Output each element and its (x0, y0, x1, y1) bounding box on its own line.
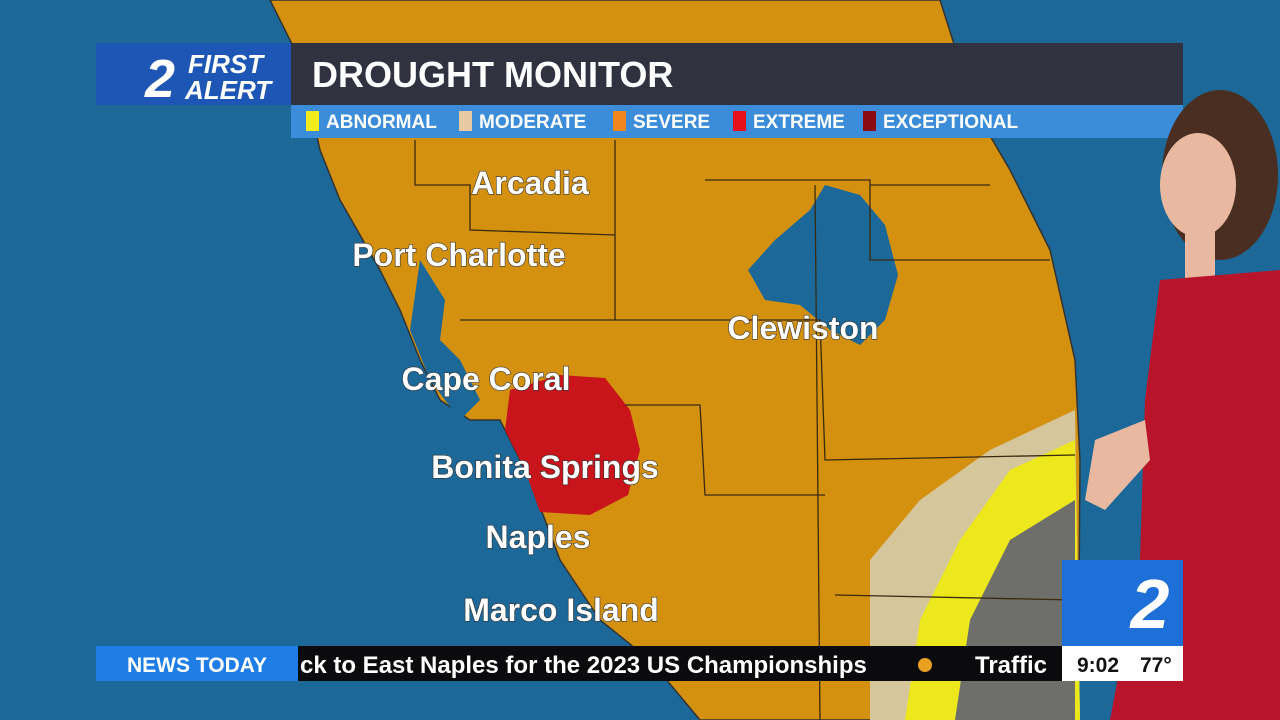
city-labels: Arcadia Port Charlotte Clewiston Cape Coral… (352, 164, 879, 628)
ticker-next: Traffic (975, 652, 1047, 679)
legend-swatch (459, 111, 472, 131)
ticker-headline: ck to East Naples for the 2023 US Champi… (300, 652, 867, 679)
logo-line: ALERT (184, 75, 273, 105)
city-label: Bonita Springs (431, 449, 659, 485)
county-lines (414, 140, 1076, 720)
station-logo-box (1062, 560, 1183, 646)
time: 9:02 (1077, 654, 1119, 677)
lake-okeechobee (748, 185, 898, 345)
extreme-area (505, 375, 640, 515)
ticker-bar (298, 646, 1062, 681)
legend-label: SEVERE (633, 112, 710, 133)
legend-swatch (733, 111, 746, 131)
temperature: 77° (1140, 654, 1172, 677)
ticker-separator (918, 658, 932, 672)
city-label: Clewiston (727, 310, 878, 346)
legend-label: EXCEPTIONAL (883, 112, 1019, 133)
coast-bay (410, 260, 480, 420)
segment-box (96, 646, 298, 681)
legend-swatch (863, 111, 876, 131)
logo-number: 2 (144, 49, 175, 109)
station-logo: 2 (1129, 565, 1170, 643)
city-label: Naples (486, 519, 591, 555)
legend: ABNORMAL MODERATE SEVERE EXTREME EXCEPTIONAL (306, 111, 1019, 133)
city-label: Arcadia (471, 165, 589, 201)
legend-label: ABNORMAL (326, 112, 437, 133)
segment-label: NEWS TODAY (127, 654, 267, 677)
legend-swatch (613, 111, 626, 131)
legend-swatch (306, 111, 319, 131)
city-label: Port Charlotte (352, 237, 565, 273)
city-label: Cape Coral (402, 361, 571, 397)
legend-label: MODERATE (479, 112, 586, 133)
time-box (1062, 646, 1183, 681)
city-label: Marco Island (463, 592, 659, 628)
title: DROUGHT MONITOR (312, 54, 673, 95)
logo-line: FIRST (188, 49, 265, 79)
logo-box (96, 43, 291, 105)
land (269, 0, 1081, 720)
legend-label: EXTREME (753, 112, 845, 133)
title-bar (291, 43, 1183, 105)
